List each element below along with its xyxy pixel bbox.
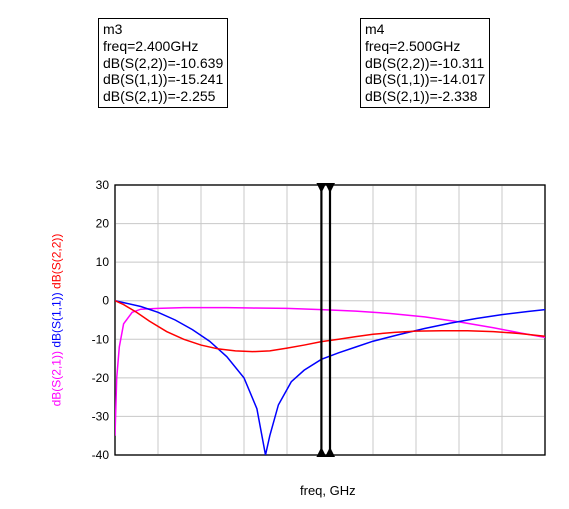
- svg-text:3.5: 3.5: [408, 459, 425, 460]
- svg-text:2.0: 2.0: [279, 459, 296, 460]
- svg-text:1.0: 1.0: [193, 459, 210, 460]
- x-axis-label: freq, GHz: [300, 483, 356, 498]
- svg-text:2.5: 2.5: [322, 459, 339, 460]
- svg-text:4.5: 4.5: [494, 459, 511, 460]
- svg-text:0.0: 0.0: [107, 459, 124, 460]
- marker-box-m4: m4 freq=2.500GHz dB(S(2,2))=-10.311 dB(S…: [360, 18, 490, 108]
- svg-text:30: 30: [96, 180, 110, 192]
- svg-text:1.5: 1.5: [236, 459, 253, 460]
- svg-text:m3: m3: [308, 180, 327, 182]
- svg-text:4: 4: [332, 180, 340, 182]
- svg-text:-40: -40: [92, 448, 110, 460]
- svg-text:10: 10: [96, 255, 110, 269]
- marker-box-m3: m3 freq=2.400GHz dB(S(2,2))=-10.639 dB(S…: [98, 18, 228, 108]
- svg-text:-30: -30: [92, 409, 110, 423]
- y-axis-labels: dB(S(2,1)) dB(S(1,1)) dB(S(2,2)): [49, 234, 63, 407]
- svg-text:20: 20: [96, 217, 110, 231]
- sparameter-chart: 0.0 0.5 1.0 1.5 2.0 2.5 3.0 3.5 4.0 4.5 5.0 -40 -30 -…: [80, 180, 550, 460]
- svg-text:-10: -10: [92, 332, 110, 346]
- svg-text:0.5: 0.5: [150, 459, 167, 460]
- svg-text:-20: -20: [92, 371, 110, 385]
- svg-text:4.0: 4.0: [451, 459, 468, 460]
- svg-text:3.0: 3.0: [365, 459, 382, 460]
- svg-text:0: 0: [102, 294, 109, 308]
- svg-text:5.0: 5.0: [537, 459, 550, 460]
